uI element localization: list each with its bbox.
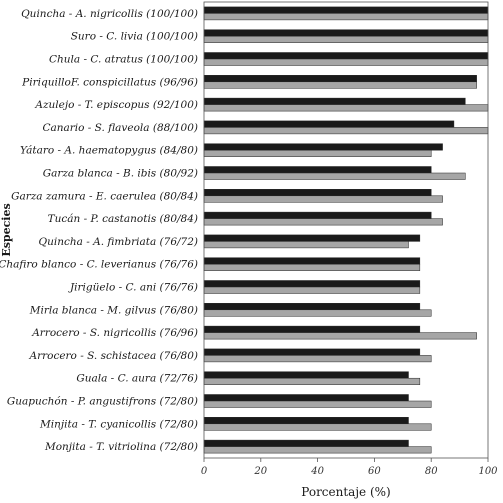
bar-series-2 bbox=[203, 286, 421, 294]
category-label: Chula - C. atratus (100/100) bbox=[49, 54, 198, 66]
bar-series-1 bbox=[203, 348, 421, 356]
bar-series-1 bbox=[203, 257, 421, 265]
bar-series-1 bbox=[203, 97, 466, 105]
bar-series-2 bbox=[203, 13, 489, 21]
category-label: Canario - S. flaveola (88/100) bbox=[42, 122, 198, 134]
bar-series-1 bbox=[203, 75, 477, 83]
x-tick-label: 80 bbox=[425, 466, 438, 477]
bar-series-1 bbox=[203, 211, 432, 219]
bar-series-1 bbox=[203, 143, 443, 151]
category-label: Arrocero - S. schistacea (76/80) bbox=[29, 350, 199, 362]
bar-series-1 bbox=[203, 280, 421, 288]
category-label: PiriquilloF. conspicillatus (96/96) bbox=[21, 76, 198, 88]
bar-series-2 bbox=[203, 35, 489, 43]
bar-series-1 bbox=[203, 29, 489, 37]
bar-series-1 bbox=[203, 166, 432, 174]
bar-series-2 bbox=[203, 355, 432, 363]
bar-series-1 bbox=[203, 325, 421, 333]
plot-frame bbox=[203, 1, 489, 459]
category-label: Suro - C. livia (100/100) bbox=[71, 31, 198, 43]
x-axis-title: Porcentaje (%) bbox=[301, 485, 390, 499]
category-label: Garza blanca - B. ibis (80/92) bbox=[43, 168, 198, 180]
bar-series-1 bbox=[203, 234, 421, 242]
bar-series-2 bbox=[203, 423, 432, 431]
category-label: Monjita - T. vitriolina (72/80) bbox=[44, 441, 198, 453]
bar-series-2 bbox=[203, 446, 432, 454]
category-label: Guapuchón - P. angustifrons (72/80) bbox=[7, 396, 198, 408]
x-tick-label: 0 bbox=[201, 466, 208, 477]
bar-series-2 bbox=[203, 377, 421, 385]
bar-series-2 bbox=[203, 104, 489, 112]
bar-series-1 bbox=[203, 189, 432, 197]
bar-series-2 bbox=[203, 218, 443, 226]
bar-series-2 bbox=[203, 309, 432, 317]
bar-series-2 bbox=[203, 263, 421, 271]
bar-series-2 bbox=[203, 400, 432, 408]
bar-series-1 bbox=[203, 439, 409, 447]
category-label: Tucán - P. castanotis (80/84) bbox=[48, 213, 198, 225]
category-label: Mirla blanca - M. gilvus (76/80) bbox=[29, 304, 198, 316]
x-tick-label: 100 bbox=[478, 466, 498, 477]
bar-series-2 bbox=[203, 172, 466, 180]
bar-series-1 bbox=[203, 371, 409, 379]
bar-series-1 bbox=[203, 120, 455, 128]
bar-series-2 bbox=[203, 241, 409, 249]
bar-series-2 bbox=[203, 58, 489, 66]
bar-series-1 bbox=[203, 394, 409, 402]
category-label: Guala - C. aura (72/76) bbox=[76, 373, 198, 385]
category-label: Azulejo - T. episcopus (92/100) bbox=[34, 99, 198, 111]
bars-group bbox=[203, 6, 489, 454]
category-labels: Quincha - A. nigricollis (100/100) Suro -… bbox=[0, 8, 198, 453]
bar-series-1 bbox=[203, 52, 489, 60]
bar-series-2 bbox=[203, 195, 443, 203]
y-axis-title: Especies bbox=[0, 203, 13, 256]
bar-series-1 bbox=[203, 417, 409, 425]
x-tick-label: 60 bbox=[368, 466, 381, 477]
bar-series-2 bbox=[203, 81, 477, 89]
category-label: Garza zamura - E. caerulea (80/84) bbox=[11, 190, 198, 202]
category-label: Quincha - A. fimbriata (76/72) bbox=[39, 236, 198, 248]
category-label: Arrocero - S. nigricollis (76/96) bbox=[31, 327, 198, 339]
category-label: Jirigüelo - C. ani (76/76) bbox=[68, 282, 198, 294]
category-label: Minjita - T. cyanicollis (72/80) bbox=[39, 418, 198, 430]
bar-series-1 bbox=[203, 6, 489, 14]
bar-series-2 bbox=[203, 149, 432, 157]
category-label: Yátaro - A. haematopygus (84/80) bbox=[20, 145, 198, 157]
bar-series-2 bbox=[203, 332, 477, 340]
bar-series-2 bbox=[203, 127, 489, 135]
x-axis-ticks: 0 20 40 60 80 100 bbox=[201, 458, 498, 477]
x-tick-label: 20 bbox=[253, 466, 267, 477]
bar-series-1 bbox=[203, 303, 421, 311]
category-label: Chafiro blanco - C. leverianus (76/76) bbox=[0, 259, 198, 271]
x-tick-label: 40 bbox=[310, 466, 324, 477]
category-label: Quincha - A. nigricollis (100/100) bbox=[21, 8, 198, 20]
